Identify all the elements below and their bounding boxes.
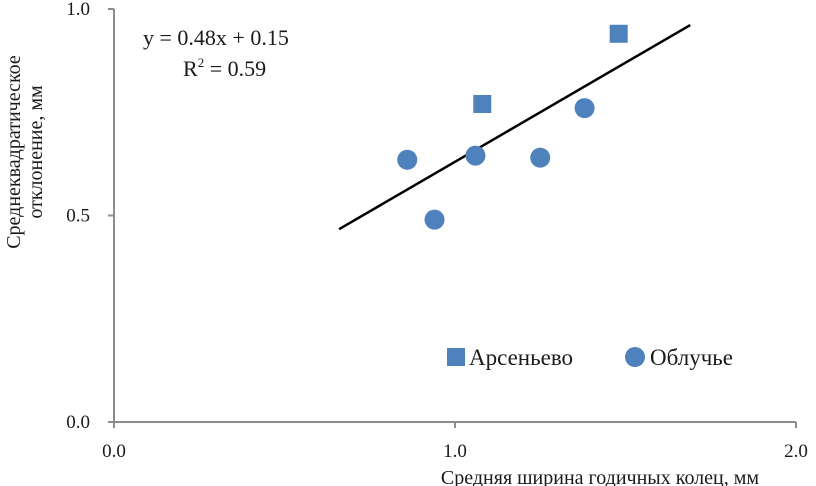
- y-axis-label-line-1: Среднеквадратическое: [3, 55, 25, 249]
- x-tick-label: 2.0: [784, 441, 808, 462]
- point-obluchye: [465, 145, 486, 166]
- data-points: [397, 24, 628, 230]
- y-tick-label: 0.5: [66, 206, 90, 227]
- r-squared: R2 = 0.59: [183, 55, 266, 81]
- trend-equation: y = 0.48x + 0.15: [143, 25, 289, 50]
- trendline: [338, 23, 691, 231]
- y-axis-label: Среднеквадратическое отклонение, мм: [3, 55, 47, 249]
- legend-marker-obluchye: [625, 347, 645, 367]
- x-tick-label: 1.0: [443, 441, 467, 462]
- axes: [108, 8, 797, 428]
- trendline-group: [338, 23, 691, 231]
- y-axis-label-line-2: отклонение, мм: [25, 85, 47, 219]
- legend-marker-arsenyevo: [447, 348, 465, 366]
- legend-label-obluchye: Облучье: [650, 345, 733, 370]
- legend: Арсеньево Облучье: [447, 345, 733, 370]
- point-obluchye: [397, 149, 418, 170]
- tick-labels: 0.0 0.5 1.0 0.0 1.0 2.0: [66, 0, 808, 462]
- y-tick-label: 0.0: [66, 412, 90, 433]
- legend-label-arsenyevo: Арсеньево: [469, 345, 573, 370]
- point-obluchye: [424, 209, 445, 230]
- y-tick-label: 1.0: [66, 0, 90, 20]
- point-obluchye: [530, 147, 551, 168]
- x-axis-label: Средняя ширина годичных колец, мм: [441, 467, 759, 486]
- point-arsenyevo: [609, 24, 628, 43]
- x-tick-label: 0.0: [102, 441, 126, 462]
- point-arsenyevo: [473, 94, 492, 113]
- point-obluchye: [574, 98, 595, 119]
